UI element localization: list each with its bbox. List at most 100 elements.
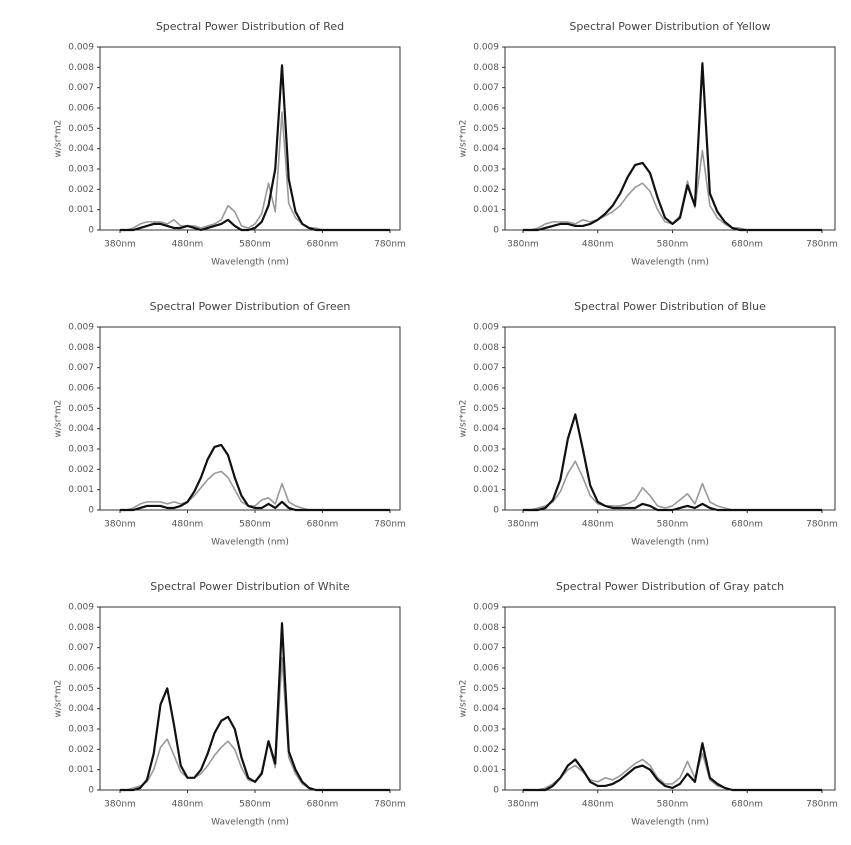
x-tick-label: 580nm [657,800,689,810]
x-tick-label: 380nm [104,240,136,250]
x-axis-label: Wavelength (nm) [631,258,709,268]
y-tick-label: 0.005 [473,124,499,134]
y-tick-label: 0.002 [68,465,94,475]
x-tick-label: 480nm [172,520,204,530]
x-tick-label: 580nm [239,240,271,250]
plot-frame [504,326,836,511]
y-tick-label: 0 [88,506,94,516]
chart-title: Spectral Power Distribution of Gray patc… [556,580,784,593]
chart-title: Spectral Power Distribution of Green [150,300,351,313]
y-tick-label: 0.008 [473,343,499,353]
spectrum-line [120,657,390,791]
y-tick-label: 0.005 [473,684,499,694]
y-tick-label: 0.006 [473,664,499,674]
chart-title: Spectral Power Distribution of Yellow [569,20,770,33]
y-tick-label: 0.009 [473,323,499,333]
x-tick-label: 780nm [374,800,406,810]
y-tick-label: 0.008 [68,63,94,73]
y-tick-label: 0.002 [473,745,499,755]
y-axis-label: w/sr*m2 [54,680,64,718]
x-tick-label: 780nm [806,800,838,810]
y-tick-label: 0.006 [68,104,94,114]
x-tick-label: 680nm [731,240,763,250]
x-tick-label: 780nm [806,240,838,250]
x-tick-label: 480nm [172,240,204,250]
y-tick-label: 0.001 [473,205,499,215]
y-tick-label: 0.006 [68,384,94,394]
spectrum-line [523,460,822,511]
x-tick-label: 380nm [104,800,136,810]
chart-title: Spectral Power Distribution of Blue [574,300,766,313]
x-tick-label: 580nm [657,520,689,530]
spectrum-line [523,62,822,232]
x-tick-label: 780nm [374,520,406,530]
x-tick-label: 480nm [172,800,204,810]
y-axis-label: w/sr*m2 [54,400,64,438]
y-tick-label: 0.009 [473,603,499,613]
plot-frame [99,606,401,791]
y-tick-label: 0.004 [473,424,499,434]
y-tick-label: 0 [88,786,94,796]
y-tick-label: 0.005 [68,404,94,414]
y-tick-label: 0.004 [68,144,94,154]
y-tick-label: 0 [88,226,94,236]
y-tick-label: 0.004 [68,704,94,714]
y-tick-label: 0.008 [68,343,94,353]
x-tick-label: 580nm [239,800,271,810]
x-tick-label: 380nm [507,800,539,810]
x-axis-label: Wavelength (nm) [211,538,289,548]
y-tick-label: 0.009 [68,43,94,53]
chart-title: Spectral Power Distribution of Red [156,20,344,33]
y-tick-label: 0.006 [473,104,499,114]
x-tick-label: 580nm [657,240,689,250]
spectrum-line [120,64,390,232]
y-tick-label: 0 [493,226,499,236]
y-tick-label: 0.008 [473,63,499,73]
y-tick-label: 0.004 [473,704,499,714]
x-tick-label: 380nm [104,520,136,530]
y-tick-label: 0.009 [68,323,94,333]
spectrum-line [120,443,390,512]
y-tick-label: 0.004 [68,424,94,434]
x-axis-label: Wavelength (nm) [211,258,289,268]
y-tick-label: 0.003 [68,725,94,735]
y-axis-label: w/sr*m2 [459,120,469,158]
y-axis-label: w/sr*m2 [459,680,469,718]
y-tick-label: 0.002 [68,745,94,755]
y-tick-label: 0.003 [68,445,94,455]
x-tick-label: 780nm [806,520,838,530]
spectrum-line [523,742,822,792]
y-tick-label: 0.008 [473,623,499,633]
x-tick-label: 680nm [731,800,763,810]
y-tick-label: 0.006 [473,384,499,394]
y-tick-label: 0.001 [473,765,499,775]
spectrum-line [523,413,822,512]
y-tick-label: 0.007 [68,363,94,373]
y-tick-label: 0.001 [68,485,94,495]
y-tick-label: 0.006 [68,664,94,674]
y-tick-label: 0.001 [68,205,94,215]
y-tick-label: 0.002 [68,185,94,195]
y-tick-label: 0.009 [473,43,499,53]
y-tick-label: 0.008 [68,623,94,633]
x-tick-label: 680nm [731,520,763,530]
y-tick-label: 0 [493,786,499,796]
x-tick-label: 580nm [239,520,271,530]
y-tick-label: 0.005 [473,404,499,414]
x-tick-label: 780nm [374,240,406,250]
y-tick-label: 0.007 [68,643,94,653]
y-tick-label: 0.009 [68,603,94,613]
y-tick-label: 0.003 [68,165,94,175]
y-axis-label: w/sr*m2 [459,400,469,438]
y-tick-label: 0.001 [68,765,94,775]
chart-title: Spectral Power Distribution of White [150,580,350,593]
y-tick-label: 0.002 [473,465,499,475]
plot-frame [504,606,836,791]
y-tick-label: 0.001 [473,485,499,495]
x-axis-label: Wavelength (nm) [211,818,289,828]
y-axis-label: w/sr*m2 [54,120,64,158]
x-tick-label: 380nm [507,240,539,250]
spectrum-line [120,622,390,792]
y-tick-label: 0.003 [473,725,499,735]
y-tick-label: 0.007 [473,83,499,93]
